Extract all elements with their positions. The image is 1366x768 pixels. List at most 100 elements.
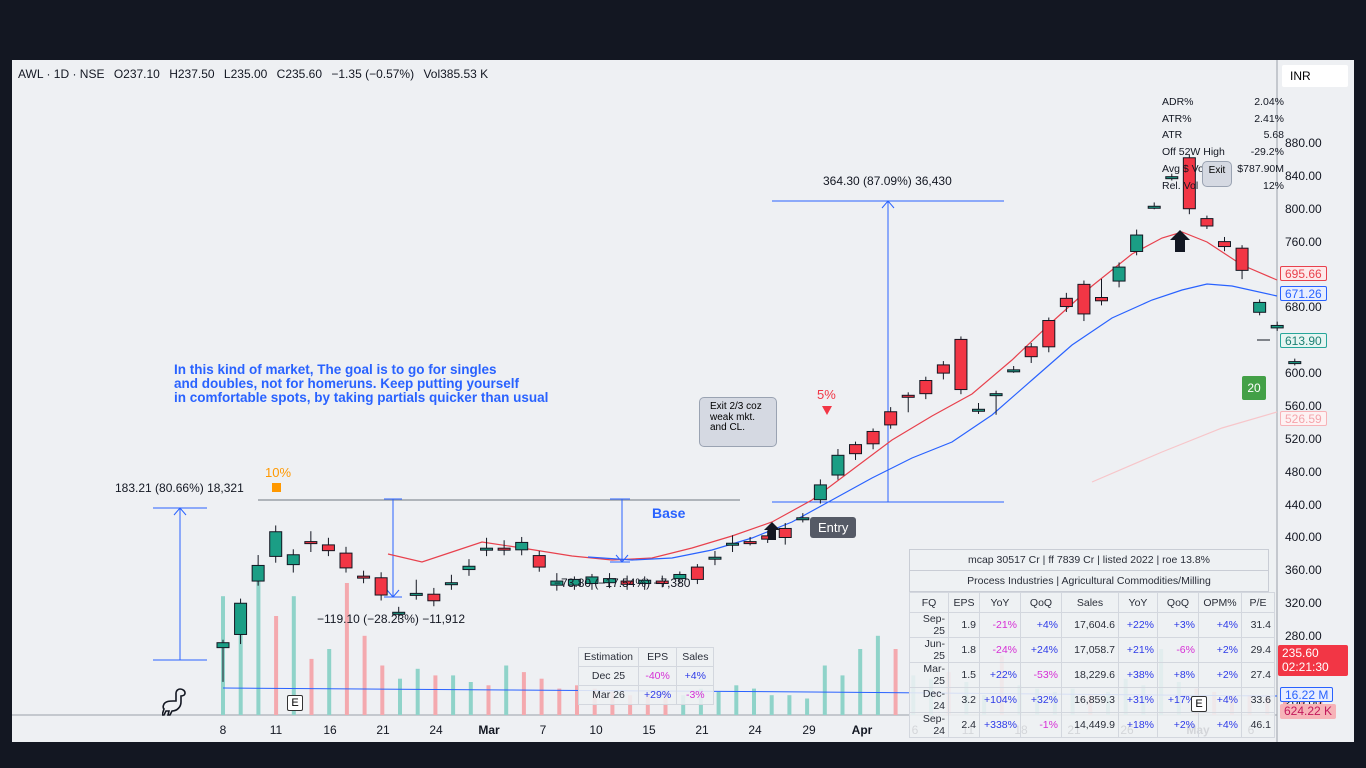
price-tick: 480.00 [1285, 464, 1322, 479]
candle-body [286, 554, 300, 566]
time-tick: 21 [695, 723, 709, 737]
candle-body [1130, 234, 1144, 252]
candle-body [550, 580, 564, 586]
volume-bar [256, 576, 261, 715]
price-tick: 760.00 [1285, 234, 1322, 249]
table-cell: 31.4 [1241, 612, 1275, 638]
candle-body [831, 454, 845, 476]
table-cell: +22% [1118, 612, 1158, 638]
price-tick: 520.00 [1285, 431, 1322, 446]
candle-body [1217, 241, 1231, 248]
callout-line: weak mkt. [710, 411, 756, 423]
stat-value: $787.90M [1237, 162, 1284, 175]
chart-frame[interactable]: AWL · 1D · NSE O237.10 H237.50 L235.00 C… [12, 60, 1354, 742]
table-cell: 33.6 [1241, 687, 1275, 713]
time-tick: 11 [269, 723, 283, 737]
candle-body [409, 592, 423, 596]
candle-body [374, 577, 388, 596]
candle-body [778, 527, 792, 538]
volume-bar [681, 695, 686, 715]
candle-body [655, 580, 669, 585]
stat-value: -29.2% [1250, 146, 1284, 159]
candle-body [304, 541, 318, 545]
column-header: EPS [638, 647, 678, 667]
price-tick: 880.00 [1285, 135, 1322, 150]
candle-body [339, 552, 353, 569]
price-tick: 280.00 [1285, 629, 1322, 644]
candle-body [1288, 361, 1302, 365]
volume-bar [468, 682, 473, 715]
last-price: 235.60 [1282, 646, 1319, 660]
dinosaur-icon [162, 688, 186, 716]
volume-bar [557, 688, 562, 715]
candle-body [585, 576, 599, 585]
candle-body [1147, 205, 1161, 209]
candle-body [321, 544, 335, 552]
candle-body [690, 566, 704, 580]
volume-bar [858, 649, 863, 715]
volume-bar [840, 675, 845, 715]
column-header: EPS [948, 592, 980, 613]
time-tick: Mar [478, 723, 500, 737]
column-header: Sales [1061, 592, 1119, 613]
stat-value: 2.41% [1254, 112, 1284, 125]
volume-bar [893, 649, 898, 715]
table-cell: +29% [638, 685, 678, 705]
table-cell: +4% [1020, 612, 1062, 638]
candle-body [515, 541, 529, 551]
price-tick: 440.00 [1285, 497, 1322, 512]
partial-exit-callout[interactable]: Exit 2/3 coz weak mkt. and CL. [699, 397, 777, 447]
ema-slow-badge: 671.26 [1280, 286, 1327, 301]
candle-body [1182, 157, 1196, 210]
table-cell: +31% [1118, 687, 1158, 713]
table-cell: Dec-24 [909, 687, 949, 713]
volume-bar [398, 678, 402, 715]
stat-label: Off 52W High [1162, 146, 1225, 159]
volume-bar [380, 665, 385, 715]
stat-label: Rel. Vol [1162, 179, 1199, 192]
table-cell: +8% [1157, 662, 1199, 688]
column-header: QoQ [1157, 592, 1199, 613]
table-cell: Jun-25 [909, 637, 949, 663]
candle-body [726, 542, 740, 546]
exit-callout[interactable]: Exit [1202, 161, 1232, 187]
earnings-marker[interactable]: E [1191, 696, 1207, 712]
last-price-badge: 235.60 02:21:30 [1278, 645, 1348, 676]
earnings-marker[interactable]: E [287, 695, 303, 711]
time-tick: 24 [429, 723, 443, 737]
candle-body [972, 408, 986, 412]
stat-label: ADR% [1162, 96, 1194, 108]
table-cell: -21% [979, 612, 1021, 638]
estimation-grid: Estimation EPS Sales Dec 25 -40% +4% Mar 26 +29… [577, 647, 715, 705]
currency-selector[interactable]: INR [1282, 65, 1348, 87]
measure-label: 183.21 (80.66%) 18,321 [115, 481, 244, 495]
candle-body [1112, 266, 1126, 282]
candle-body [1270, 324, 1284, 329]
entry-tag[interactable]: Entry [810, 517, 857, 538]
fundamentals-sector: Process Industries | Agricultural Commod… [909, 571, 1269, 592]
callout-line: Exit 2/3 coz [710, 401, 762, 412]
symbol-name[interactable]: AWL · 1D · NSE [18, 67, 105, 81]
volume-bar [291, 596, 296, 715]
time-tick: 16 [323, 723, 337, 737]
table-cell: Sep-24 [909, 712, 949, 738]
candle-body [1253, 301, 1267, 313]
table-header-row: Estimation EPS Sales [577, 647, 715, 667]
candle-body [357, 575, 371, 579]
time-tick: 10 [589, 723, 603, 737]
price-tick: 560.00 [1285, 398, 1322, 413]
volume-bar [645, 695, 650, 715]
pct-10-marker [272, 483, 281, 492]
price-tick: 600.00 [1285, 366, 1322, 381]
table-cell: -53% [1020, 662, 1062, 688]
table-cell: +4% [1198, 712, 1242, 738]
column-header: OPM% [1198, 592, 1242, 613]
table-cell: -6% [1157, 637, 1199, 663]
volume-value: Vol385.53 K [423, 67, 489, 81]
table-cell: +338% [979, 712, 1021, 738]
table-cell: +18% [1118, 712, 1158, 738]
volume-bar [875, 635, 880, 715]
table-cell: 17,604.6 [1061, 612, 1119, 638]
stats-panel: ADR% 2.04% ATR% 2.41% ATR 5.68 Off 52W High… [1162, 94, 1284, 194]
table-cell: -24% [979, 637, 1021, 663]
